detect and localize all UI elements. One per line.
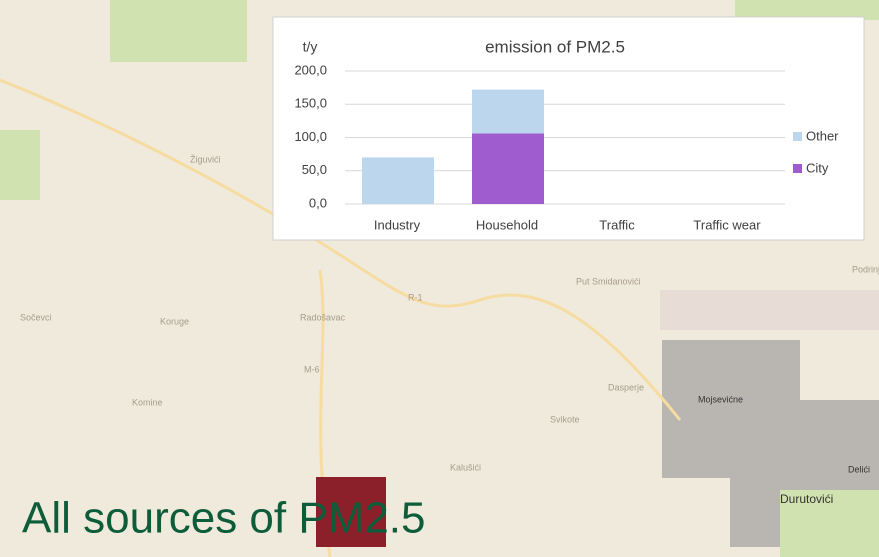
y-tick-label: 0,0: [309, 195, 327, 210]
legend-swatch: [793, 132, 802, 141]
bar-segment: [362, 157, 434, 204]
legend-label: Other: [806, 128, 839, 143]
x-tick-label: Traffic wear: [693, 217, 761, 232]
highlight-box: [316, 477, 386, 547]
caption: All sources of PM2.5: [22, 494, 426, 543]
y-tick-label: 50,0: [302, 162, 327, 177]
map-urban: [660, 290, 879, 330]
x-tick-label: Industry: [374, 217, 421, 232]
map-forest: [735, 0, 879, 20]
map-label: Komine: [132, 397, 163, 407]
y-tick-label: 100,0: [294, 129, 327, 144]
map-label: Radošavac: [300, 312, 346, 322]
map-forest: [780, 490, 879, 557]
map-label: Delići: [848, 464, 870, 474]
map-label: Koruge: [160, 316, 189, 326]
map-label: Podrinje: [852, 264, 879, 274]
y-tick-label: 200,0: [294, 62, 327, 77]
map-forest: [110, 0, 247, 62]
bar-segment: [472, 89, 544, 134]
legend-label: City: [806, 160, 829, 175]
map-forest: [0, 130, 40, 200]
legend-swatch: [793, 164, 802, 173]
map-label: Mojsevićne: [698, 394, 743, 404]
x-tick-label: Traffic: [599, 217, 635, 232]
map-label: R-1: [408, 292, 423, 302]
chart-title: emission of PM2.5: [485, 37, 625, 56]
map-label: Kalušići: [450, 462, 481, 472]
map-label: Durutovići: [780, 492, 833, 506]
map-label: Svikote: [550, 414, 580, 424]
map-label: Žiguvići: [190, 154, 221, 164]
map-label: Put Smidanovići: [576, 276, 641, 286]
x-tick-label: Household: [476, 217, 538, 232]
map-label: M-6: [304, 364, 320, 374]
y-tick-label: 150,0: [294, 96, 327, 111]
y-axis-label: t/y: [303, 39, 318, 55]
map-label: Dasperje: [608, 382, 644, 392]
bar-segment: [472, 133, 544, 204]
map-label: Sočevci: [20, 312, 52, 322]
map-road: [0, 78, 682, 421]
